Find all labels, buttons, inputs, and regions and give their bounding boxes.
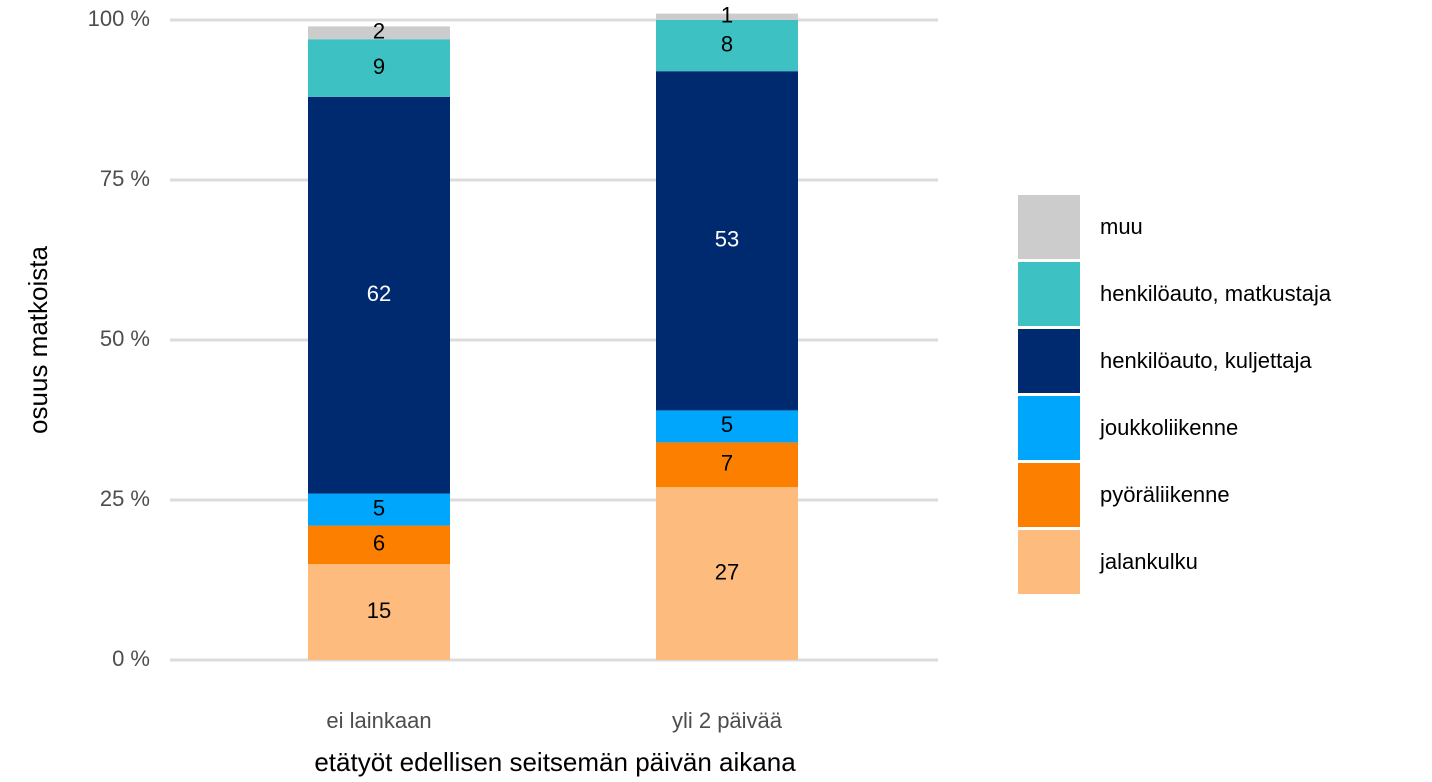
legend-key xyxy=(1018,530,1080,594)
legend-label: henkilöauto, kuljettaja xyxy=(1100,348,1312,373)
data-label: 9 xyxy=(373,54,385,79)
data-label: 15 xyxy=(367,598,391,623)
data-label: 5 xyxy=(373,495,385,520)
data-label: 7 xyxy=(721,451,733,476)
x-axis-title: etätyöt edellisen seitsemän päivän aikan… xyxy=(314,747,796,777)
y-tick-label: 75 % xyxy=(100,166,150,191)
legend-key xyxy=(1018,262,1080,326)
y-tick-label: 25 % xyxy=(100,486,150,511)
legend-label: jalankulku xyxy=(1099,549,1198,574)
legend-label: muu xyxy=(1100,214,1143,239)
legend-label: joukkoliikenne xyxy=(1099,415,1238,440)
bar-segment xyxy=(308,564,450,660)
bar-segment xyxy=(308,525,450,564)
x-tick-label: yli 2 päivää xyxy=(672,708,783,733)
data-label: 27 xyxy=(715,559,739,584)
bar-segment xyxy=(308,39,450,97)
data-label: 62 xyxy=(367,281,391,306)
data-label: 6 xyxy=(373,531,385,556)
bar-segment xyxy=(308,26,450,40)
data-label: 1 xyxy=(721,3,733,28)
legend-label: pyöräliikenne xyxy=(1100,482,1230,507)
legend-key xyxy=(1018,463,1080,527)
bar-segment xyxy=(656,13,798,20)
y-axis-title: osuus matkoista xyxy=(23,246,53,434)
y-tick-label: 50 % xyxy=(100,326,150,351)
y-tick-label: 0 % xyxy=(112,646,150,671)
bar-segment xyxy=(656,71,798,411)
data-label: 8 xyxy=(721,31,733,56)
bar-segment xyxy=(656,442,798,488)
y-tick-label: 100 % xyxy=(88,6,150,31)
data-label: 53 xyxy=(715,227,739,252)
bar-segment xyxy=(308,96,450,494)
legend-key xyxy=(1018,396,1080,460)
legend-label: henkilöauto, matkustaja xyxy=(1100,281,1332,306)
legend-key xyxy=(1018,195,1080,259)
legend-key xyxy=(1018,329,1080,393)
bar-segment xyxy=(656,487,798,660)
x-tick-label: ei lainkaan xyxy=(326,708,431,733)
bar-segment xyxy=(308,493,450,526)
bar-segment xyxy=(656,20,798,72)
bar-segment xyxy=(656,410,798,443)
data-label: 5 xyxy=(721,412,733,437)
data-label: 2 xyxy=(373,19,385,44)
